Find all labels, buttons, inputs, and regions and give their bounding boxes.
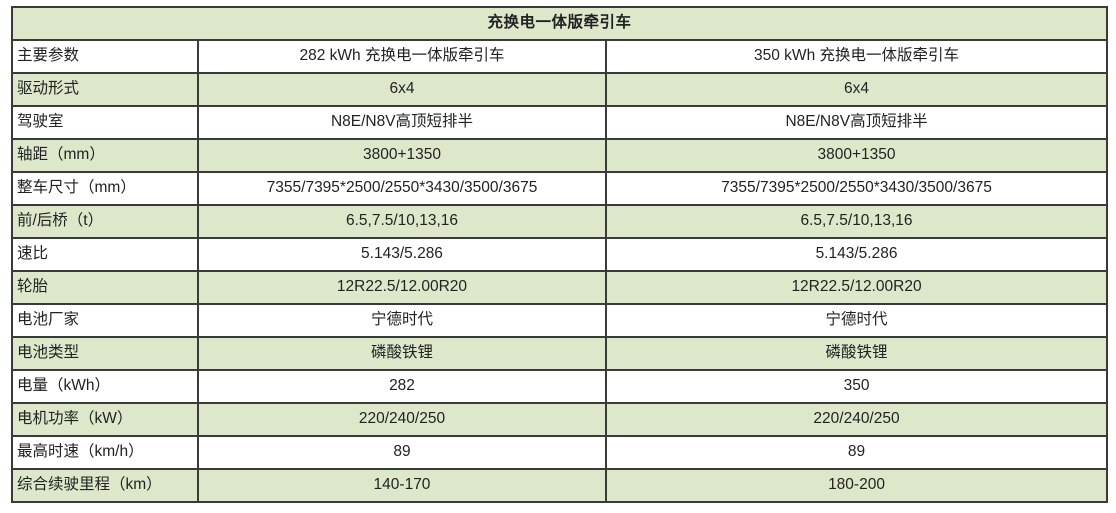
table-row: 驾驶室 N8E/N8V高顶短排半 N8E/N8V高顶短排半 xyxy=(11,105,1109,140)
param-label-cell: 前/后桥（t） xyxy=(11,204,199,239)
table-row: 综合续驶里程（km） 140-170 180-200 xyxy=(11,468,1109,503)
param-label-cell: 驾驶室 xyxy=(11,105,199,140)
table-row: 电机功率（kW） 220/240/250 220/240/250 xyxy=(11,402,1109,437)
value-cell-variant-1: 6.5,7.5/10,13,16 xyxy=(197,204,607,239)
param-label-cell: 主要参数 xyxy=(11,39,199,74)
value-cell-variant-2: 5.143/5.286 xyxy=(604,237,1109,272)
value-cell-variant-2: 350 kWh 充换电一体版牵引车 xyxy=(604,39,1109,74)
vehicle-spec-table: 充换电一体版牵引车 主要参数 282 kWh 充换电一体版牵引车 350 kWh 充… xyxy=(10,6,1109,503)
param-label-cell: 最高时速（km/h） xyxy=(11,435,199,470)
value-cell-variant-1: 282 xyxy=(197,369,607,404)
param-label-cell: 驱动形式 xyxy=(11,72,199,107)
value-cell-variant-2: 180-200 xyxy=(604,468,1109,503)
value-cell-variant-1: 7355/7395*2500/2550*3430/3500/3675 xyxy=(197,171,607,206)
table-row: 最高时速（km/h） 89 89 xyxy=(11,435,1109,470)
value-cell-variant-1: 宁德时代 xyxy=(197,303,607,338)
value-cell-variant-1: 220/240/250 xyxy=(197,402,607,437)
value-cell-variant-1: 6x4 xyxy=(197,72,607,107)
table-title-row: 充换电一体版牵引车 xyxy=(10,6,1109,41)
value-cell-variant-2: N8E/N8V高顶短排半 xyxy=(604,105,1109,140)
value-cell-variant-1: 12R22.5/12.00R20 xyxy=(197,270,607,305)
value-cell-variant-2: 3800+1350 xyxy=(604,138,1109,173)
param-label-cell: 轮胎 xyxy=(11,270,199,305)
value-cell-variant-2: 12R22.5/12.00R20 xyxy=(604,270,1109,305)
param-label-cell: 综合续驶里程（km） xyxy=(11,468,199,503)
table-title: 充换电一体版牵引车 xyxy=(10,6,1109,41)
value-cell-variant-2: 宁德时代 xyxy=(604,303,1109,338)
table-row: 电池厂家 宁德时代 宁德时代 xyxy=(11,303,1109,338)
value-cell-variant-1: 89 xyxy=(197,435,607,470)
value-cell-variant-2: 220/240/250 xyxy=(604,402,1109,437)
value-cell-variant-1: 5.143/5.286 xyxy=(197,237,607,272)
param-label-cell: 整车尺寸（mm） xyxy=(11,171,199,206)
value-cell-variant-1: 磷酸铁锂 xyxy=(197,336,607,371)
table-row: 主要参数 282 kWh 充换电一体版牵引车 350 kWh 充换电一体版牵引车 xyxy=(11,39,1109,74)
value-cell-variant-2: 350 xyxy=(604,369,1109,404)
value-cell-variant-2: 6.5,7.5/10,13,16 xyxy=(604,204,1109,239)
value-cell-variant-2: 磷酸铁锂 xyxy=(604,336,1109,371)
table-row: 电量（kWh） 282 350 xyxy=(11,369,1109,404)
param-label-cell: 电量（kWh） xyxy=(11,369,199,404)
param-label-cell: 电池厂家 xyxy=(11,303,199,338)
table-row: 轮胎 12R22.5/12.00R20 12R22.5/12.00R20 xyxy=(11,270,1109,305)
table-row: 前/后桥（t） 6.5,7.5/10,13,16 6.5,7.5/10,13,16 xyxy=(11,204,1109,239)
value-cell-variant-2: 6x4 xyxy=(604,72,1109,107)
value-cell-variant-2: 7355/7395*2500/2550*3430/3500/3675 xyxy=(604,171,1109,206)
param-label-cell: 速比 xyxy=(11,237,199,272)
table-row: 速比 5.143/5.286 5.143/5.286 xyxy=(11,237,1109,272)
param-label-cell: 电池类型 xyxy=(11,336,199,371)
table-row: 驱动形式 6x4 6x4 xyxy=(11,72,1109,107)
param-label-cell: 轴距（mm） xyxy=(11,138,199,173)
value-cell-variant-1: 140-170 xyxy=(197,468,607,503)
value-cell-variant-1: 3800+1350 xyxy=(197,138,607,173)
value-cell-variant-1: 282 kWh 充换电一体版牵引车 xyxy=(197,39,607,74)
table-row: 轴距（mm） 3800+1350 3800+1350 xyxy=(11,138,1109,173)
value-cell-variant-2: 89 xyxy=(604,435,1109,470)
param-label-cell: 电机功率（kW） xyxy=(11,402,199,437)
value-cell-variant-1: N8E/N8V高顶短排半 xyxy=(197,105,607,140)
table-row: 电池类型 磷酸铁锂 磷酸铁锂 xyxy=(11,336,1109,371)
table-row: 整车尺寸（mm） 7355/7395*2500/2550*3430/3500/36… xyxy=(11,171,1109,206)
